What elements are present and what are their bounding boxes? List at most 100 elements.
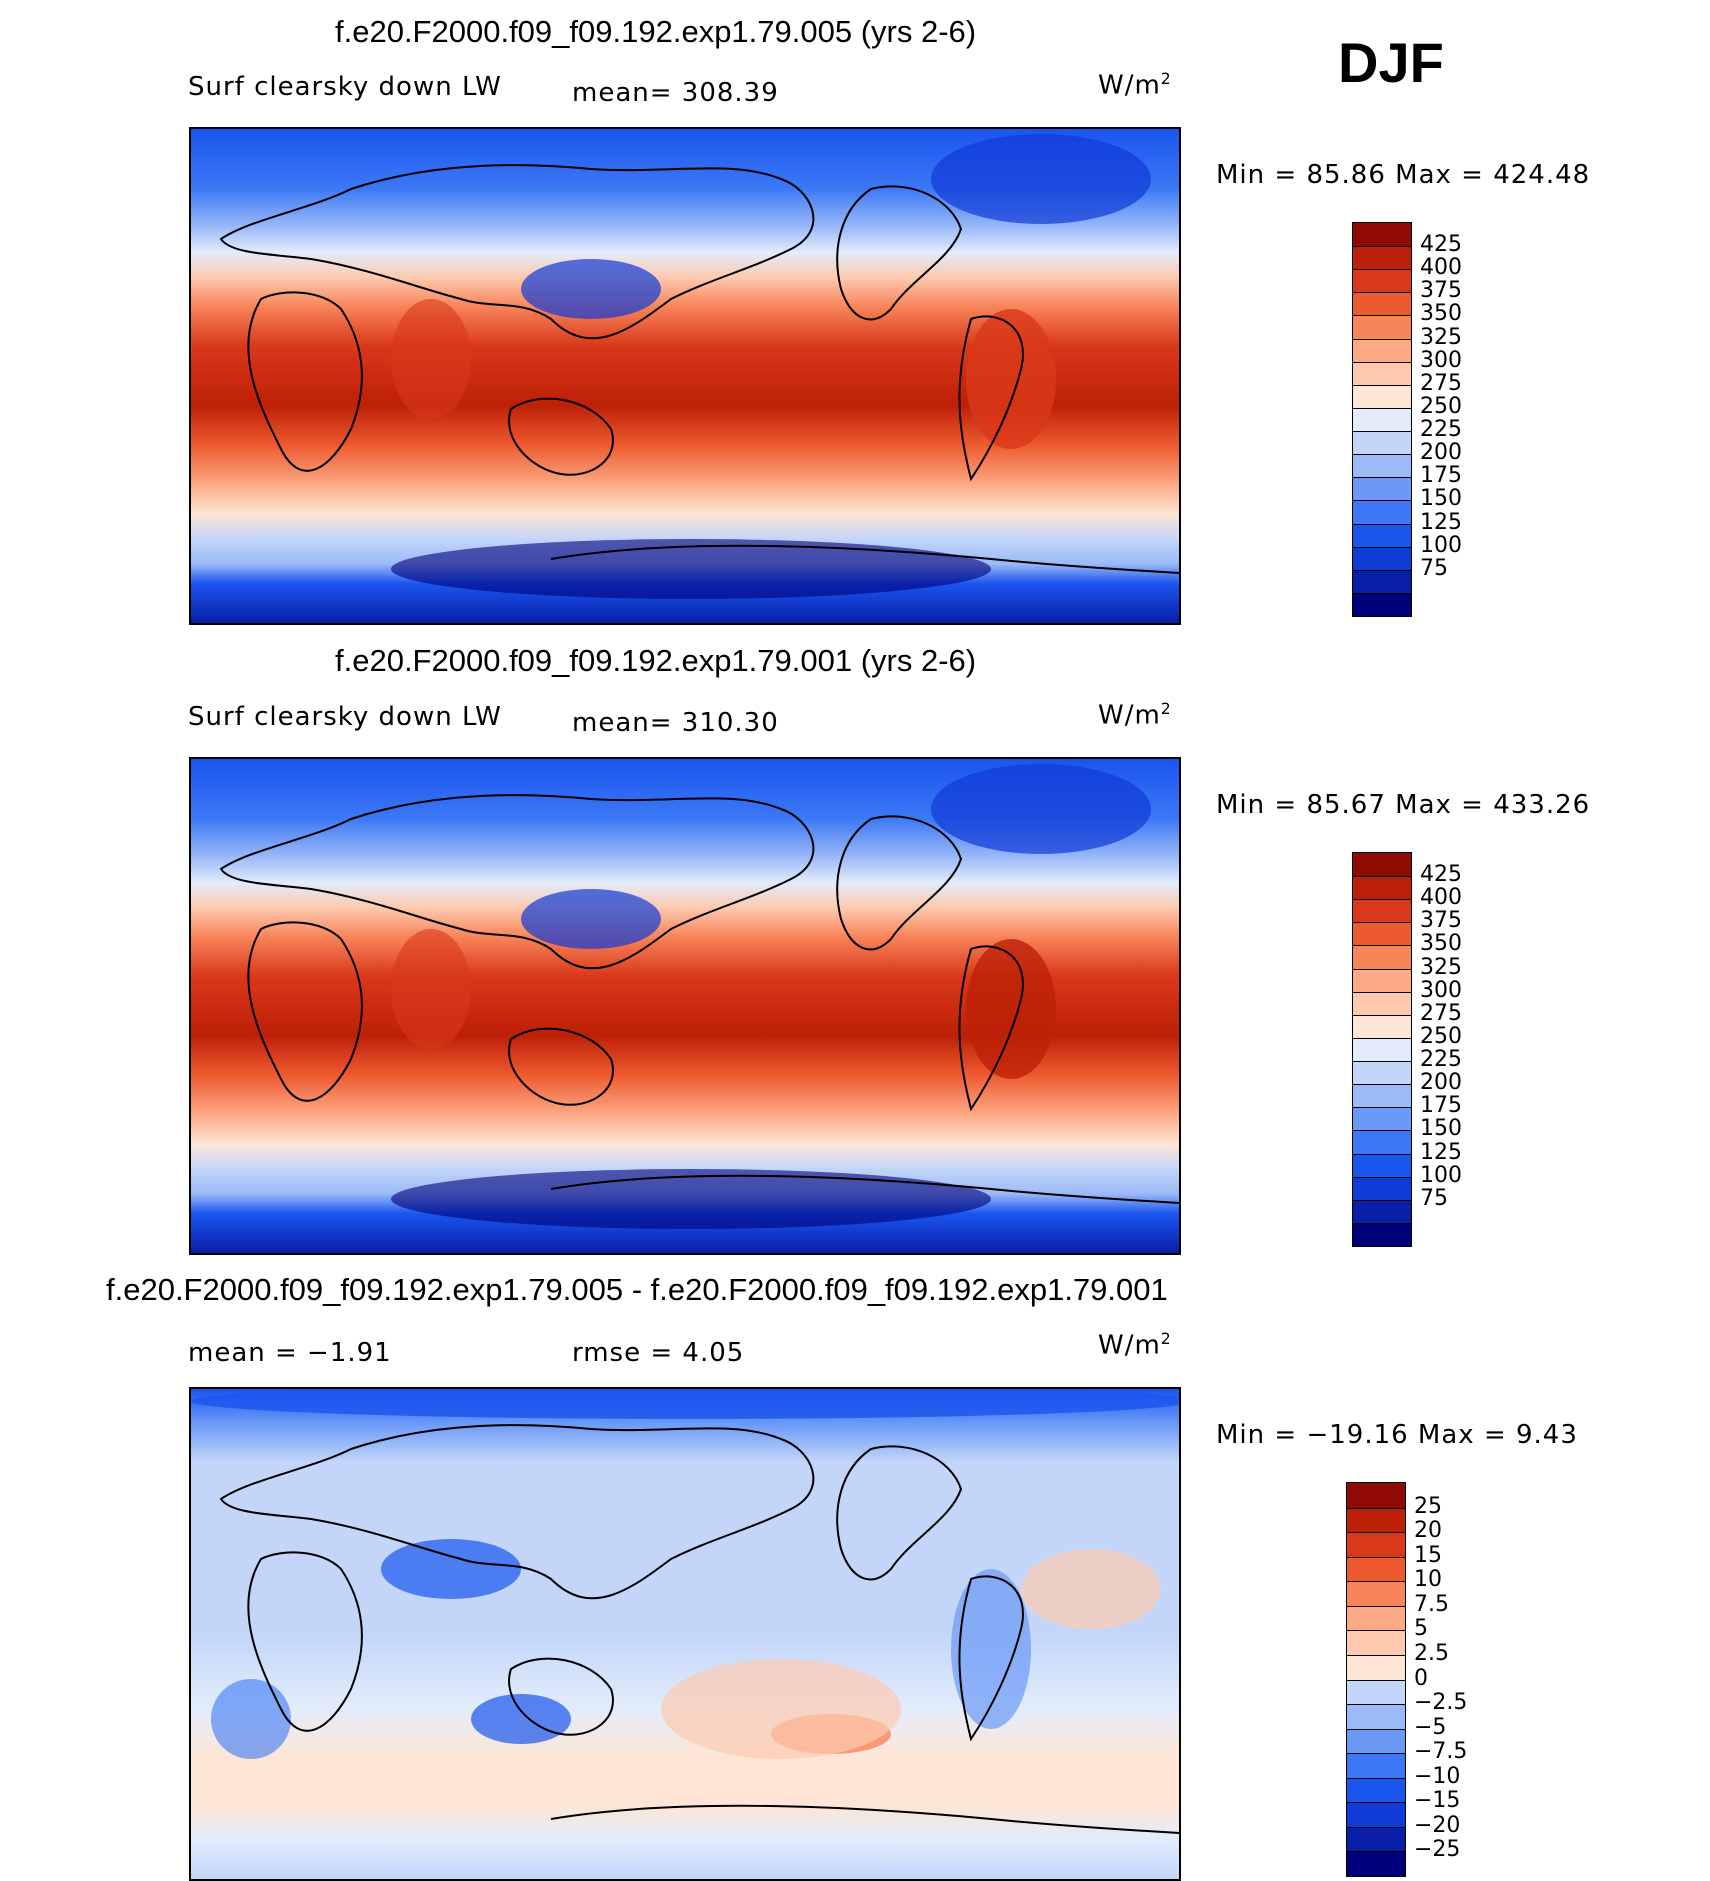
panel1-colorbar <box>1352 222 1412 617</box>
panel2-colorbar-swatch <box>1353 1130 1411 1154</box>
panel3-colorbar-tick-label: −10 <box>1414 1763 1461 1789</box>
panel2-colorbar-swatch <box>1353 922 1411 946</box>
panel1-colorbar-tick-label: 100 <box>1420 532 1462 558</box>
panel2-colorbar-tick-label: 250 <box>1420 1023 1462 1049</box>
panel1-colorbar-tick-label: 375 <box>1420 278 1462 304</box>
panel1-colorbar-swatch <box>1353 500 1411 524</box>
panel1-colorbar-swatch <box>1353 523 1411 547</box>
panel2-colorbar-swatch <box>1353 1222 1411 1246</box>
panel2-colorbar-tick-label: 150 <box>1420 1116 1462 1142</box>
panel2-colorbar-tick-label: 375 <box>1420 908 1462 934</box>
panel2-colorbar-swatch <box>1353 1014 1411 1038</box>
panel1-colorbar-swatch <box>1353 546 1411 570</box>
panel2-variable-label: Surf clearsky down LW <box>188 702 502 732</box>
panel3-colorbar-tick-label: −2.5 <box>1414 1690 1468 1716</box>
panel2-map <box>189 757 1181 1255</box>
panel3-colorbar-swatch <box>1347 1507 1405 1533</box>
panel2-colorbar-tick-label: 275 <box>1420 1000 1462 1026</box>
panel3-colorbar-tick-label: −25 <box>1414 1837 1461 1863</box>
panel2-colorbar-tick-label: 200 <box>1420 1070 1462 1096</box>
panel1-colorbar-swatch <box>1353 269 1411 293</box>
panel2-colorbar <box>1352 852 1412 1247</box>
panel1-colorbar-swatch <box>1353 338 1411 362</box>
panel3-colorbar-swatch <box>1347 1556 1405 1582</box>
panel1-colorbar-tick-label: 250 <box>1420 393 1462 419</box>
panel3-colorbar-tick-label: −5 <box>1414 1714 1447 1740</box>
panel3-colorbar-tick-label: 5 <box>1414 1616 1428 1642</box>
panel2-colorbar-tick-label: 100 <box>1420 1162 1462 1188</box>
panel3-colorbar-swatch <box>1347 1704 1405 1729</box>
panel3-colorbar-tick-label: 15 <box>1414 1542 1442 1568</box>
panel2-colorbar-swatch <box>1353 1176 1411 1200</box>
panel1-colorbar-tick-label: 125 <box>1420 509 1462 535</box>
panel3-colorbar-swatch <box>1347 1630 1405 1655</box>
panel2-colorbar-tick-label: 75 <box>1420 1185 1448 1211</box>
panel2-colorbar-swatch <box>1353 1037 1411 1062</box>
panel2-colorbar-swatch <box>1353 945 1411 969</box>
panel3-colorbar-tick-label: 25 <box>1414 1493 1442 1519</box>
panel1-minmax-label: Min = 85.86 Max = 424.48 <box>1216 160 1591 190</box>
panel2-title: f.e20.F2000.f09_f09.192.exp1.79.001 (yrs… <box>335 643 977 678</box>
panel2-colorbar-swatch <box>1353 876 1411 900</box>
panel1-colorbar-swatch <box>1353 477 1411 501</box>
panel3-colorbar-tick-label: 2.5 <box>1414 1640 1449 1666</box>
panel2-colorbar-swatch <box>1353 1061 1411 1085</box>
panel1-colorbar-swatch <box>1353 454 1411 478</box>
panel2-colorbar-swatch <box>1353 1199 1411 1223</box>
panel2-colorbar-tick-label: 350 <box>1420 931 1462 957</box>
panel3-colorbar-tick-label: 7.5 <box>1414 1591 1449 1617</box>
panel1-colorbar-tick-label: 425 <box>1420 232 1462 258</box>
panel2-units-label: W/m2 <box>1098 700 1172 731</box>
panel1-colorbar-swatch <box>1353 407 1411 432</box>
panel1-colorbar-swatch <box>1353 292 1411 316</box>
panel1-colorbar-tick-label: 350 <box>1420 301 1462 327</box>
panel1-variable-label: Surf clearsky down LW <box>188 72 502 102</box>
panel3-colorbar-swatch <box>1347 1654 1405 1680</box>
panel3-colorbar-tick-label: 0 <box>1414 1665 1428 1691</box>
panel1-colorbar-swatch <box>1353 569 1411 593</box>
panel1-colorbar-swatch <box>1353 246 1411 270</box>
panel1-map <box>189 127 1181 625</box>
panel3-map <box>189 1387 1181 1881</box>
panel3-rmse-label: rmse = 4.05 <box>572 1338 745 1368</box>
panel2-colorbar-tick-label: 175 <box>1420 1093 1462 1119</box>
panel1-field <box>191 129 1179 623</box>
panel1-colorbar-swatch <box>1353 384 1411 408</box>
panel2-colorbar-swatch <box>1353 899 1411 923</box>
panel3-colorbar-swatch <box>1347 1605 1405 1631</box>
panel2-field <box>191 759 1179 1253</box>
panel1-colorbar-swatch <box>1353 431 1411 455</box>
panel3-mean-label: mean = −1.91 <box>188 1338 392 1368</box>
panel1-colorbar-tick-label: 75 <box>1420 555 1448 581</box>
panel1-colorbar-tick-label: 325 <box>1420 324 1462 350</box>
panel3-colorbar-swatch <box>1347 1679 1405 1705</box>
panel3-colorbar-swatch <box>1347 1532 1405 1557</box>
panel2-minmax-label: Min = 85.67 Max = 433.26 <box>1216 790 1591 820</box>
panel1-title: f.e20.F2000.f09_f09.192.exp1.79.005 (yrs… <box>335 14 977 49</box>
panel3-colorbar-tick-label: −15 <box>1414 1788 1461 1814</box>
panel2-colorbar-tick-label: 325 <box>1420 954 1462 980</box>
panel3-colorbar-swatch <box>1347 1777 1405 1803</box>
panel3-colorbar-tick-label: 10 <box>1414 1567 1442 1593</box>
panel2-colorbar-tick-label: 125 <box>1420 1139 1462 1165</box>
panel1-colorbar-tick-label: 225 <box>1420 417 1462 443</box>
panel1-colorbar-tick-label: 275 <box>1420 370 1462 396</box>
panel3-colorbar-swatch <box>1347 1728 1405 1754</box>
panel3-minmax-label: Min = −19.16 Max = 9.43 <box>1216 1420 1578 1450</box>
panel2-colorbar-tick-label: 225 <box>1420 1047 1462 1073</box>
panel3-colorbar-swatch <box>1347 1851 1405 1876</box>
panel1-colorbar-tick-label: 200 <box>1420 440 1462 466</box>
panel1-units-label: W/m2 <box>1098 70 1172 101</box>
panel3-colorbar-swatch <box>1347 1802 1405 1827</box>
panel3-colorbar-swatch <box>1347 1826 1405 1852</box>
panel1-colorbar-tick-label: 175 <box>1420 463 1462 489</box>
panel3-field <box>191 1389 1179 1879</box>
panel2-mean-label: mean= 310.30 <box>572 708 779 738</box>
panel3-colorbar-tick-label: −20 <box>1414 1812 1461 1838</box>
panel3-colorbar-swatch <box>1347 1483 1405 1508</box>
panel2-colorbar-swatch <box>1353 1084 1411 1108</box>
panel3-colorbar-tick-label: −7.5 <box>1414 1739 1468 1765</box>
panel3-colorbar <box>1346 1482 1406 1877</box>
panel2-colorbar-tick-label: 300 <box>1420 977 1462 1003</box>
panel2-colorbar-swatch <box>1353 968 1411 992</box>
